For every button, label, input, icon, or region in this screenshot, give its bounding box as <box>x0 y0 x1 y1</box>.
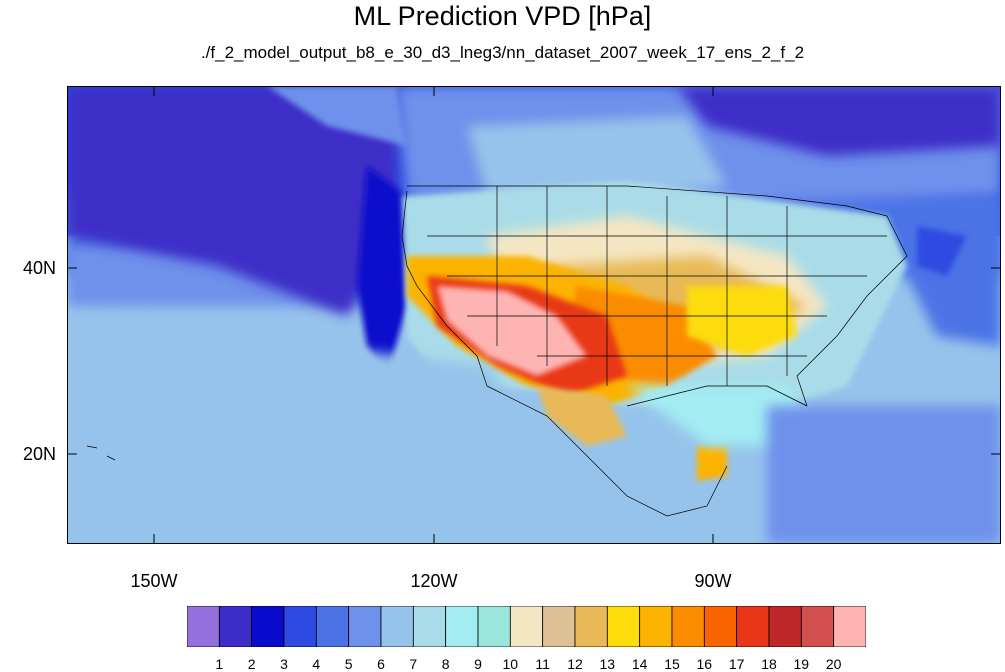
colorbar-swatch <box>315 606 350 647</box>
colorbar-swatch <box>251 606 285 647</box>
us-west-coast <box>401 190 488 387</box>
colorbar-tick-label: 6 <box>377 656 385 672</box>
colorbar-swatch <box>445 606 479 647</box>
colorbar-swatch <box>639 606 673 647</box>
lat-label-40n: 40N <box>22 258 56 278</box>
colorbar-swatch <box>509 606 544 647</box>
colorbar-tick-label: 12 <box>567 656 583 672</box>
desert-max <box>437 286 587 376</box>
mexico-dry <box>537 386 627 446</box>
colorbar-tick-label: 16 <box>696 656 713 672</box>
colorbar-tick-label: 7 <box>409 656 418 672</box>
vpd-field-map <box>67 86 1001 544</box>
boundaries <box>86 185 908 517</box>
us-east-coast <box>796 215 908 407</box>
colorbar-tick-label: 19 <box>793 656 810 672</box>
tick-marks <box>67 86 1001 544</box>
colorbar-swatch <box>833 606 866 647</box>
colorbar-tick-label: 11 <box>535 656 550 672</box>
lon-label-150w: 150W <box>130 571 178 591</box>
colorbar-swatch <box>768 606 802 647</box>
colorbar <box>187 606 866 647</box>
colorbar-tick-label: 9 <box>474 656 482 672</box>
hawaii <box>86 445 116 461</box>
colorbar-tick-label: 15 <box>664 656 680 672</box>
colorbar-swatch <box>606 606 641 647</box>
yucatan-dry <box>697 446 727 481</box>
colorbar-swatch <box>380 606 414 647</box>
canada-north-low <box>677 86 1001 156</box>
colorbar-tick-label: 20 <box>825 656 842 672</box>
colorbar-swatch <box>542 606 576 647</box>
colorbar-swatch <box>283 606 317 647</box>
mexico-coast <box>486 385 728 517</box>
state-grid-2 <box>427 235 887 357</box>
colorbar-swatch <box>218 606 253 647</box>
colorbar-tick-label: 3 <box>280 656 288 672</box>
map-subtitle: ./f_2_model_output_b8_e_30_d3_lneg3/nn_d… <box>200 43 805 62</box>
colorbar-swatch <box>187 606 220 647</box>
colorbar-tick-label: 8 <box>441 656 450 672</box>
east-coast-low <box>917 226 967 276</box>
colorbar-tick-label: 4 <box>312 656 321 672</box>
map-title: ML Prediction VPD [hPa] <box>353 1 652 31</box>
lon-label-120w: 120W <box>410 571 458 591</box>
colorbar-tick-label: 1 <box>215 656 224 672</box>
lat-label-20n: 20N <box>22 444 56 464</box>
map-panel <box>67 86 1001 544</box>
colorbar-tick-label: 5 <box>344 656 353 672</box>
colorbar-tick-label: 13 <box>599 656 616 672</box>
northwest-low <box>67 86 397 316</box>
us-canada-border <box>407 185 888 217</box>
colorbar-tick-label: 14 <box>631 656 648 672</box>
alaska-region <box>267 86 407 146</box>
colorbar-swatch <box>736 606 770 647</box>
colorbar-swatch <box>671 606 705 647</box>
colorbar-tick-label: 17 <box>728 656 745 672</box>
colorbar-tick-label: 18 <box>761 656 777 672</box>
colorbar-swatch <box>477 606 511 647</box>
colorbar-swatch <box>348 606 382 647</box>
colorbar-swatch <box>800 606 835 647</box>
caribbean-field <box>767 406 1001 544</box>
east-central-dry <box>687 286 797 356</box>
colorbar-tick-label: 10 <box>502 656 519 672</box>
colorbar-swatch <box>703 606 738 647</box>
gulf-coast <box>626 385 808 407</box>
colorbar-swatch <box>574 606 608 647</box>
colorbar-tick-label: 2 <box>247 656 256 672</box>
lon-label-90w: 90W <box>694 571 732 591</box>
colorbar-swatch <box>412 606 447 647</box>
canada-interior <box>467 116 727 206</box>
coastal-low <box>357 166 407 376</box>
pacific-south <box>67 316 627 544</box>
